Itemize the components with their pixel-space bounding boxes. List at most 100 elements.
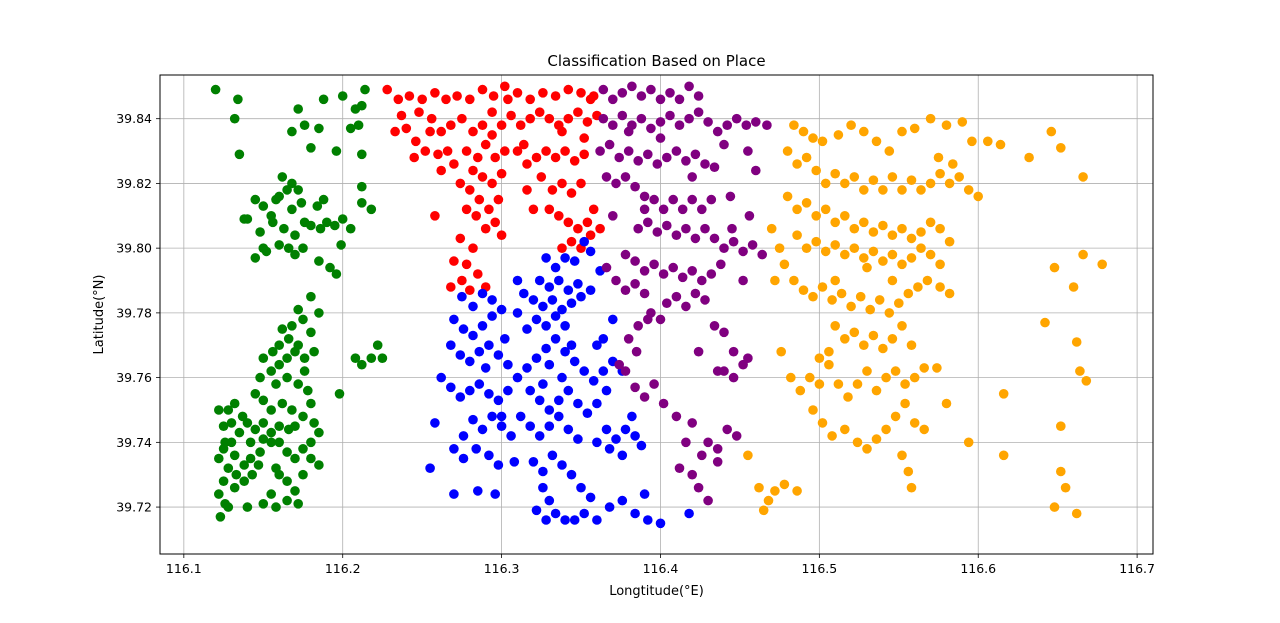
scatter-point	[1078, 249, 1088, 260]
scatter-point	[298, 411, 308, 422]
scatter-point	[455, 392, 466, 402]
scatter-point	[461, 146, 472, 156]
scatter-point	[662, 298, 672, 309]
scatter-point	[916, 185, 926, 195]
scatter-point	[544, 421, 555, 432]
y-axis-label: Latitude(°N)	[92, 275, 107, 355]
y-tick-label: 39.74	[116, 435, 152, 450]
scatter-point	[449, 444, 459, 454]
scatter-point	[457, 291, 467, 302]
scatter-point	[582, 117, 593, 127]
scatter-point	[457, 275, 467, 286]
scatter-point	[322, 217, 332, 228]
scatter-point	[287, 126, 297, 137]
scatter-point	[298, 243, 308, 253]
scatter-point	[925, 217, 936, 228]
scatter-point	[231, 469, 242, 480]
scatter-point	[474, 379, 485, 389]
scatter-point	[306, 453, 316, 464]
scatter-point	[314, 256, 324, 266]
scatter-point	[283, 334, 294, 344]
scatter-point	[709, 233, 720, 244]
scatter-point	[534, 107, 545, 117]
scatter-point	[411, 136, 421, 147]
scatter-point	[887, 230, 898, 240]
scatter-point	[573, 107, 583, 117]
scatter-point	[474, 346, 485, 357]
scatter-point	[458, 431, 469, 441]
scatter-point	[531, 505, 542, 516]
x-axis-ticks: 116.1 116.2 116.3 116.4 116.5 116.6 116.7	[166, 554, 1155, 576]
scatter-point	[919, 363, 929, 373]
scatter-point	[563, 113, 574, 124]
scatter-point	[357, 198, 367, 208]
scatter-point	[604, 502, 615, 512]
scatter-point	[808, 133, 818, 143]
scatter-point	[693, 346, 704, 357]
scatter-point	[534, 431, 545, 441]
scatter-point	[630, 382, 640, 393]
scatter-point	[585, 246, 596, 257]
scatter-point	[687, 194, 697, 205]
scatter-point	[592, 398, 602, 409]
y-tick-label: 39.76	[116, 370, 152, 385]
scatter-point	[550, 334, 561, 344]
scatter-point	[457, 113, 467, 124]
y-tick-label: 39.72	[116, 500, 152, 515]
scatter-point	[830, 321, 840, 331]
scatter-point	[903, 466, 914, 477]
scatter-point	[754, 482, 764, 493]
scatter-point	[455, 233, 466, 244]
scatter-point	[830, 217, 840, 228]
scatter-point	[658, 204, 669, 215]
scatter-point	[884, 308, 895, 318]
scatter-point	[306, 398, 316, 409]
scatter-point	[531, 152, 542, 163]
scatter-point	[751, 165, 761, 176]
scatter-point	[871, 136, 882, 147]
scatter-point	[242, 502, 253, 512]
scatter-point	[743, 450, 753, 461]
scatter-point	[318, 94, 329, 105]
scatter-point	[550, 508, 561, 519]
scatter-point	[620, 366, 631, 376]
scatter-point	[538, 88, 548, 98]
scatter-point	[229, 398, 240, 409]
scatter-point	[298, 469, 308, 480]
scatter-point	[811, 236, 821, 247]
scatter-point	[436, 165, 447, 176]
scatter-point	[309, 346, 319, 357]
scatter-point	[868, 175, 879, 185]
scatter-point	[703, 437, 713, 448]
scatter-point	[357, 359, 367, 370]
scatter-point	[719, 139, 729, 150]
scatter-point	[687, 418, 697, 428]
scatter-point	[550, 152, 561, 163]
scatter-point	[331, 146, 342, 156]
scatter-point	[935, 282, 945, 292]
scatter-point	[430, 418, 440, 428]
scatter-point	[925, 113, 936, 124]
scatter-point	[531, 314, 542, 325]
scatter-point	[709, 162, 720, 172]
scatter-point	[393, 94, 404, 105]
scatter-point	[480, 139, 491, 150]
scatter-point	[547, 185, 558, 195]
scatter-point	[318, 194, 329, 205]
scatter-point	[957, 117, 968, 127]
scatter-point	[789, 275, 799, 286]
scatter-point	[573, 223, 583, 234]
scatter-point	[798, 285, 809, 296]
scatter-point	[477, 172, 488, 182]
scatter-point	[782, 146, 793, 156]
scatter-point	[554, 411, 564, 422]
scatter-point	[881, 424, 891, 435]
scatter-point	[522, 324, 532, 334]
scatter-point	[512, 308, 523, 318]
scatter-point	[266, 489, 277, 499]
scatter-point	[588, 204, 599, 215]
scatter-point	[859, 340, 869, 351]
scatter-point	[544, 405, 555, 415]
scatter-point	[909, 418, 920, 428]
series-2	[425, 236, 694, 529]
